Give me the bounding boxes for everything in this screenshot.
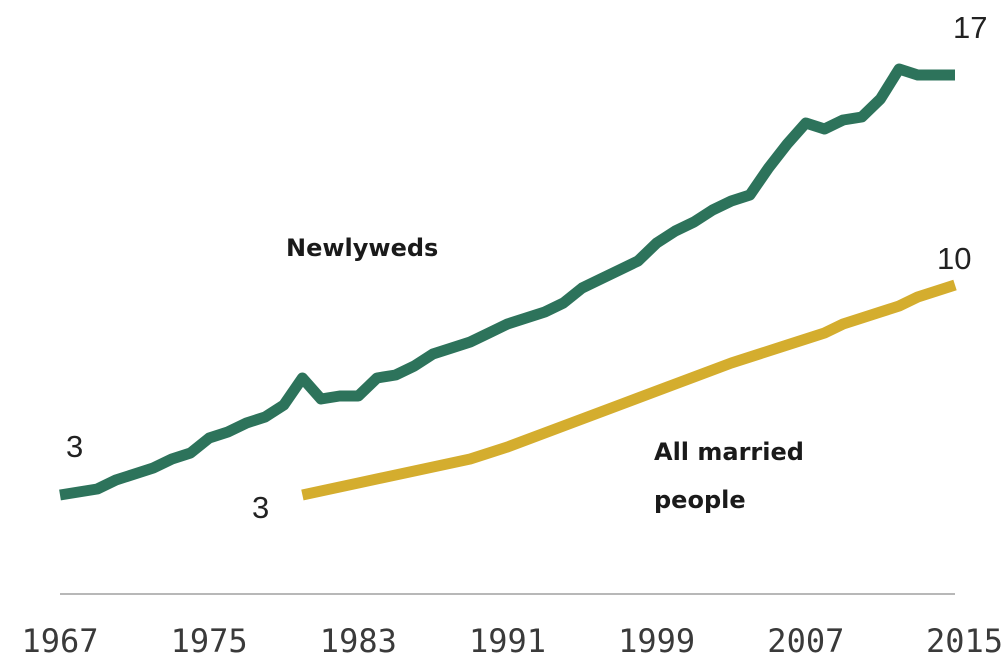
x-axis-tick-labels: 1967 1975 1983 1991 1999 2007 2015	[21, 622, 1003, 660]
start-value-label-all-married: 3	[252, 490, 269, 525]
x-tick-label-2007: 2007	[767, 622, 844, 660]
series-label-all-married-line2: people	[654, 486, 746, 514]
x-tick-label-1967: 1967	[21, 622, 98, 660]
series-label-newlyweds: Newlyweds	[286, 234, 438, 262]
x-tick-label-2015: 2015	[926, 622, 1003, 660]
series-line-all-married-people	[301, 279, 957, 501]
series-line-newlyweds	[59, 63, 955, 501]
series-label-all-married-line1: All married	[654, 438, 804, 466]
end-value-label-newlyweds: 17	[953, 10, 987, 45]
x-tick-label-1975: 1975	[171, 622, 248, 660]
series-lines	[59, 63, 957, 501]
series-labels: Newlyweds 3 17 All married people 3 10	[66, 10, 987, 525]
x-tick-label-1991: 1991	[469, 622, 546, 660]
start-value-label-newlyweds: 3	[66, 429, 83, 464]
x-tick-label-1999: 1999	[618, 622, 695, 660]
end-value-label-all-married: 10	[937, 241, 971, 276]
x-tick-label-1983: 1983	[320, 622, 397, 660]
